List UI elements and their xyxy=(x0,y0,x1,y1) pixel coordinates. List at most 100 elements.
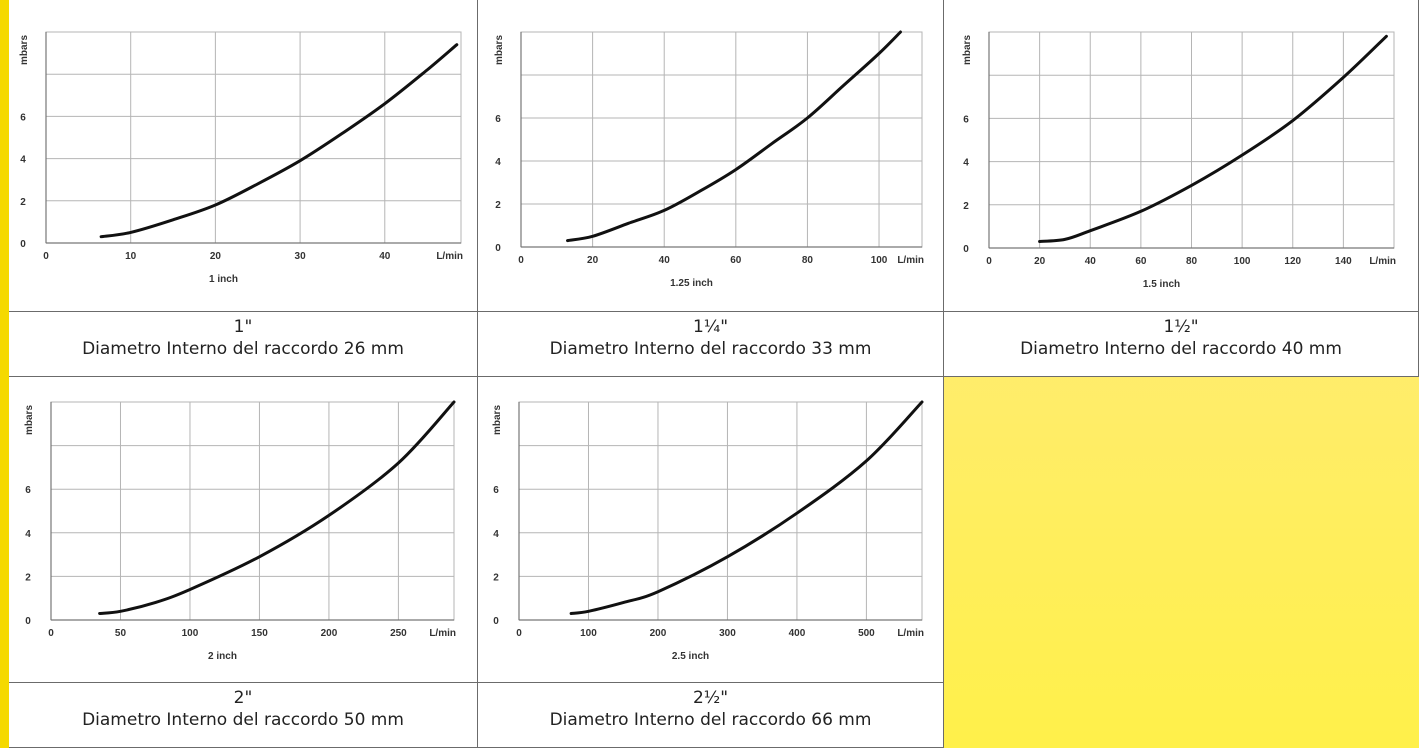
fitting-size: 1" xyxy=(233,317,253,337)
chart-caption: 1¼" Diametro Interno del raccordo 33 mm xyxy=(478,311,943,376)
plot-frame xyxy=(518,401,923,621)
x-tick-label: 400 xyxy=(789,628,806,639)
y-axis-label: mbars xyxy=(24,405,35,435)
x-tick-label: 100 xyxy=(1234,256,1251,267)
y-tick-label: 2 xyxy=(25,572,31,583)
x-tick-label: 0 xyxy=(43,251,49,262)
x-tick-label: 300 xyxy=(719,628,736,639)
x-tick-label: 100 xyxy=(580,628,597,639)
chart-caption: 1½" Diametro Interno del raccordo 40 mm xyxy=(944,311,1418,376)
chart-panel-2-5-inch: 0 100 200 300 400 500 L/min 2.5 inch 0 2 4 6 mbars 2… xyxy=(478,377,944,748)
y-tick-label: 6 xyxy=(493,485,499,496)
x-tick-label: 0 xyxy=(986,256,992,267)
fitting-size: 2½" xyxy=(692,688,729,708)
y-tick-label: 2 xyxy=(20,197,26,208)
chart-area: 0 50 100 150 200 250 L/min 2 inch 0 2 4 6 mbars xyxy=(9,377,477,683)
x-axis-label: 1.5 inch xyxy=(1143,279,1180,290)
chart-area: 0 20 40 60 80 100 L/min 1.25 inch 0 2 4 6 mbars xyxy=(478,0,943,312)
y-tick-label: 0 xyxy=(20,239,26,250)
chart-panel-1-5-inch: 0 20 40 60 80 100 120 140 L/min 1.5 inch 0 2 4 6 mbars… xyxy=(944,0,1419,377)
x-tick-label: 100 xyxy=(871,255,888,266)
pressure-drop-curve xyxy=(98,400,456,615)
pressure-drop-chart-1-25-inch: 0 20 40 60 80 100 L/min 1.25 inch 0 2 4 6 mbars xyxy=(494,30,924,289)
fitting-description: Diametro Interno del raccordo 40 mm xyxy=(1020,339,1342,359)
x-tick-label: 20 xyxy=(1034,256,1046,267)
y-tick-label: 2 xyxy=(963,201,969,212)
y-tick-label: 4 xyxy=(963,158,969,169)
pressure-drop-curve xyxy=(1038,34,1388,243)
plot-frame xyxy=(520,31,923,248)
y-tick-label: 0 xyxy=(493,616,499,627)
x-tick-label: 0 xyxy=(516,628,522,639)
y-axis-label: mbars xyxy=(492,405,503,435)
y-tick-label: 2 xyxy=(493,572,499,583)
y-tick-label: 0 xyxy=(495,243,501,254)
pressure-drop-chart-2-5-inch: 0 100 200 300 400 500 L/min 2.5 inch 0 2 4 6 mbars xyxy=(492,400,924,662)
chart-area: 0 100 200 300 400 500 L/min 2.5 inch 0 2 4 6 mbars xyxy=(478,377,943,683)
x-tick-label: 40 xyxy=(379,251,391,262)
y-tick-label: 4 xyxy=(495,157,501,168)
fitting-description: Diametro Interno del raccordo 33 mm xyxy=(549,339,872,359)
x-tick-label: 30 xyxy=(295,251,307,262)
fitting-description: Diametro Interno del raccordo 66 mm xyxy=(549,710,872,730)
x-axis-label: 1 inch xyxy=(209,274,238,285)
x-unit-label: L/min xyxy=(897,628,924,639)
chart-caption: 2½" Diametro Interno del raccordo 66 mm xyxy=(478,682,943,747)
x-tick-label: 10 xyxy=(125,251,137,262)
x-tick-label: 120 xyxy=(1284,256,1301,267)
y-tick-label: 0 xyxy=(963,244,969,255)
x-tick-label: 140 xyxy=(1335,256,1352,267)
pressure-drop-chart-1-inch: 0 10 20 30 40 L/min 1 inch 0 2 4 6 mbars xyxy=(19,31,463,285)
y-axis-label: mbars xyxy=(962,35,973,65)
x-tick-label: 200 xyxy=(650,628,667,639)
y-tick-label: 4 xyxy=(493,529,499,540)
y-tick-label: 0 xyxy=(25,616,31,627)
x-tick-label: 60 xyxy=(1135,256,1147,267)
x-unit-label: L/min xyxy=(1369,256,1396,267)
pressure-drop-curve xyxy=(99,43,459,239)
y-tick-label: 4 xyxy=(20,155,26,166)
x-unit-label: L/min xyxy=(897,255,924,266)
x-tick-label: 250 xyxy=(390,628,407,639)
y-tick-label: 6 xyxy=(963,114,969,125)
chart-caption: 1" Diametro Interno del raccordo 26 mm xyxy=(9,311,477,376)
x-tick-label: 80 xyxy=(1186,256,1198,267)
x-axis-label: 2 inch xyxy=(208,651,237,662)
x-tick-label: 80 xyxy=(802,255,814,266)
plot-frame xyxy=(50,401,455,621)
x-tick-label: 20 xyxy=(587,255,599,266)
chart-caption: 2" Diametro Interno del raccordo 50 mm xyxy=(9,682,477,747)
x-tick-label: 200 xyxy=(321,628,338,639)
x-tick-label: 0 xyxy=(48,628,54,639)
fitting-size: 1¼" xyxy=(692,317,729,337)
x-tick-label: 500 xyxy=(858,628,875,639)
pressure-drop-chart-2-inch: 0 50 100 150 200 250 L/min 2 inch 0 2 4 6 mbars xyxy=(24,400,456,662)
y-tick-label: 6 xyxy=(25,485,31,496)
x-tick-label: 50 xyxy=(115,628,127,639)
fitting-size: 2" xyxy=(233,688,253,708)
x-tick-label: 60 xyxy=(730,255,742,266)
x-tick-label: 40 xyxy=(659,255,671,266)
chart-area: 0 20 40 60 80 100 120 140 L/min 1.5 inch 0 2 4 6 mbars xyxy=(944,0,1418,312)
plot-frame xyxy=(45,31,462,244)
x-tick-label: 20 xyxy=(210,251,222,262)
x-tick-label: 0 xyxy=(518,255,524,266)
x-unit-label: L/min xyxy=(429,628,456,639)
x-tick-label: 100 xyxy=(182,628,199,639)
y-tick-label: 6 xyxy=(20,112,26,123)
fitting-description: Diametro Interno del raccordo 50 mm xyxy=(82,710,404,730)
y-tick-label: 4 xyxy=(25,529,31,540)
x-tick-label: 150 xyxy=(251,628,268,639)
y-tick-label: 2 xyxy=(495,200,501,211)
y-axis-label: mbars xyxy=(19,35,30,65)
pressure-drop-chart-1-5-inch: 0 20 40 60 80 100 120 140 L/min 1.5 inch 0 2 4 6 mbars xyxy=(962,31,1396,290)
y-axis-label: mbars xyxy=(494,35,505,65)
x-tick-label: 40 xyxy=(1085,256,1097,267)
x-axis-label: 2.5 inch xyxy=(672,651,709,662)
y-tick-label: 6 xyxy=(495,114,501,125)
chart-panel-2-inch: 0 50 100 150 200 250 L/min 2 inch 0 2 4 6 mbars 2" D… xyxy=(9,377,478,748)
fitting-description: Diametro Interno del raccordo 26 mm xyxy=(82,339,404,359)
chart-panel-1-inch: 0 10 20 30 40 L/min 1 inch 0 2 4 6 mbars 1" Diametr… xyxy=(9,0,478,377)
x-unit-label: L/min xyxy=(436,251,463,262)
